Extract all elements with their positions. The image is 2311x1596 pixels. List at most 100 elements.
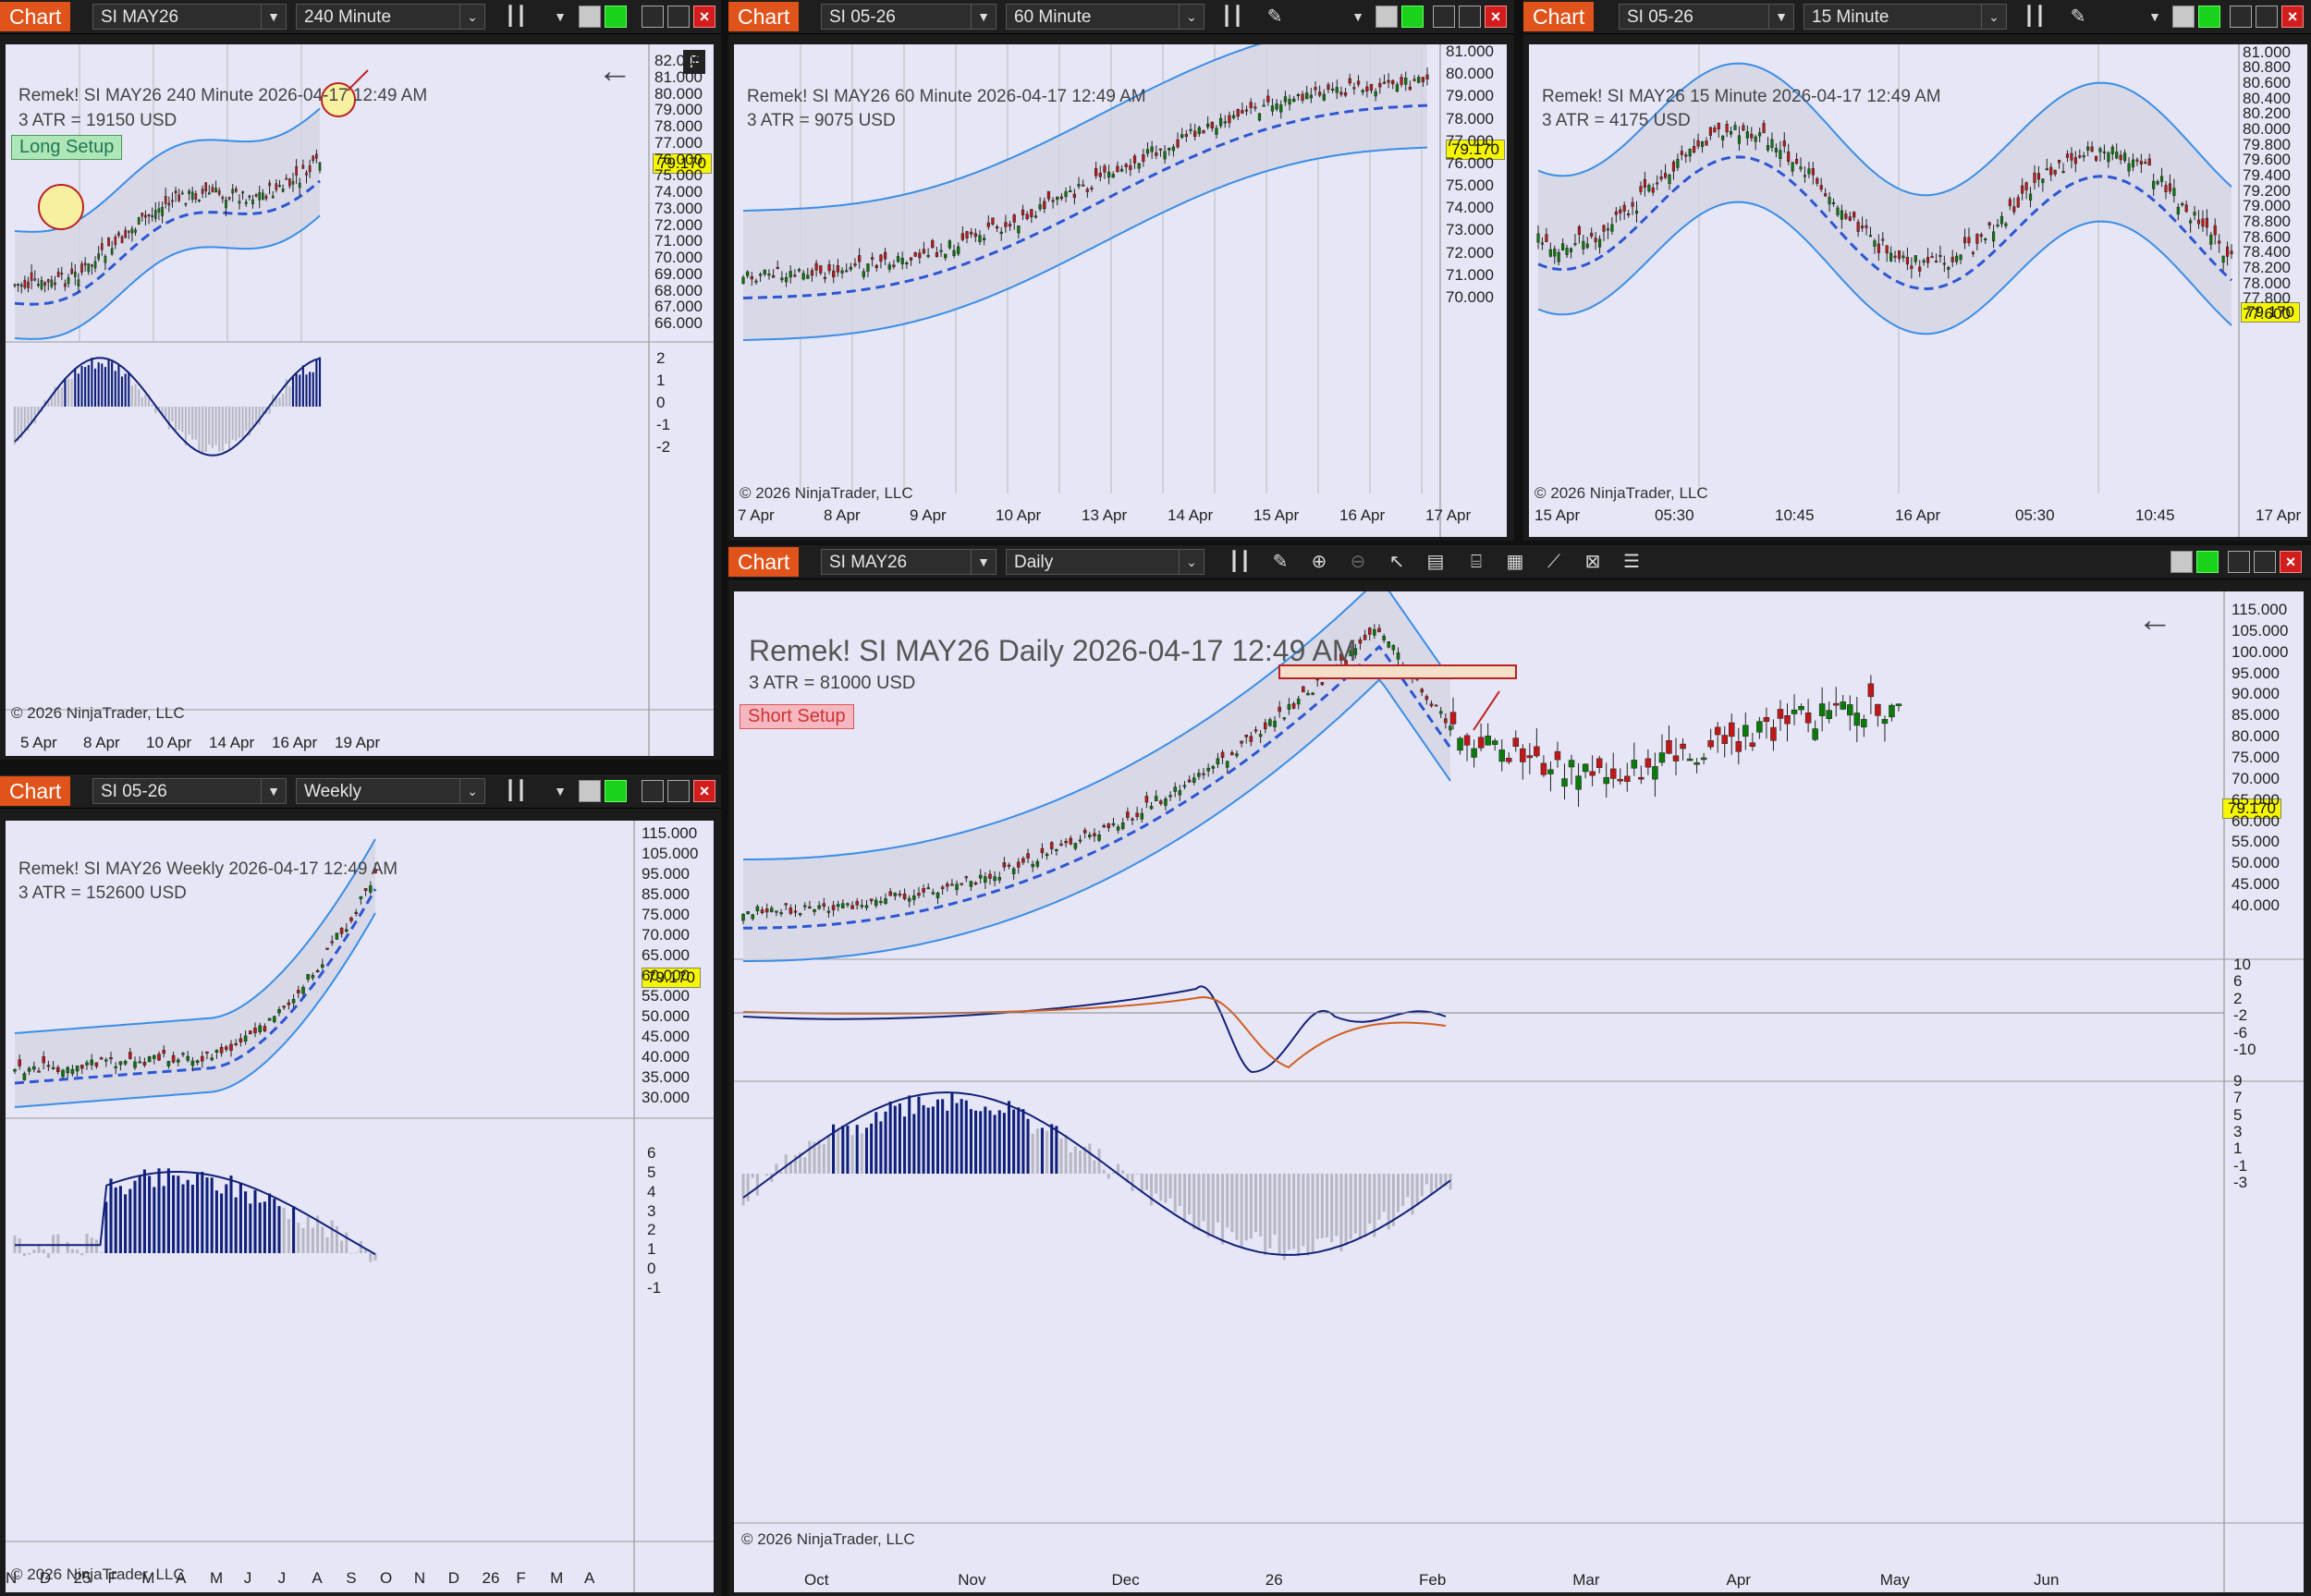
candle-body <box>826 910 831 913</box>
window-link-button[interactable] <box>2170 551 2193 573</box>
candle-body <box>1557 251 1560 262</box>
close-button[interactable]: × <box>2281 6 2304 28</box>
candle-body <box>153 1054 156 1059</box>
pointer-icon[interactable]: ↖ <box>1388 552 1405 572</box>
chart-panel[interactable]: Remek! SI MAY26 15 Minute 2026-04-17 12:… <box>1529 44 2307 537</box>
candle-body <box>1363 634 1367 640</box>
chart-panel[interactable]: Remek! SI MAY26 60 Minute 2026-04-17 12:… <box>734 44 1507 537</box>
close-button[interactable]: × <box>1485 6 1507 28</box>
instrument-selector[interactable]: SI 05-26 ▼ <box>1619 4 1794 30</box>
maximize-button[interactable] <box>667 6 690 28</box>
chart-tab[interactable]: Chart <box>728 547 800 577</box>
drawing-tool-icon[interactable]: ✎ <box>2070 6 2086 27</box>
instrument-selector[interactable]: SI MAY26 ▼ <box>821 549 997 575</box>
instrument-selector[interactable]: SI 05-26 ▼ <box>821 4 997 30</box>
chevron-down-icon[interactable]: ⌄ <box>1981 5 2006 29</box>
close-button[interactable]: × <box>2280 551 2302 573</box>
chart-tab[interactable]: Chart <box>728 2 800 31</box>
back-arrow-icon[interactable]: ← <box>2137 601 2172 640</box>
chevron-down-icon[interactable]: ▼ <box>1768 5 1793 29</box>
window-color-button[interactable] <box>2196 551 2219 573</box>
candle-body <box>1258 734 1263 737</box>
maximize-button[interactable] <box>667 780 690 802</box>
bar-style-icon[interactable]: ┃┃ <box>1220 6 1244 27</box>
chevron-down-icon[interactable]: ⌄ <box>1179 5 1204 29</box>
restore-button[interactable] <box>2254 551 2276 573</box>
chart-panel[interactable]: Remek! SI MAY26 Weekly 2026-04-17 12:49 … <box>6 821 714 1592</box>
histogram-bar <box>1173 1174 1177 1212</box>
list-icon[interactable]: ☰ <box>1623 552 1640 572</box>
dropdown-arrow-icon[interactable]: ▼ <box>1351 9 1364 24</box>
histogram-bar <box>93 368 97 407</box>
bar-style-icon[interactable]: ┃┃ <box>1228 552 1252 572</box>
dropdown-arrow-icon[interactable]: ▼ <box>554 9 567 24</box>
chevron-down-icon[interactable]: ▼ <box>261 779 286 803</box>
chevron-down-icon[interactable]: ⌄ <box>459 5 484 29</box>
chevron-down-icon[interactable]: ▼ <box>971 550 996 574</box>
chart-panel[interactable]: Remek! SI MAY26 Daily 2026-04-17 12:49 A… <box>734 591 2304 1592</box>
minimize-button[interactable] <box>642 6 664 28</box>
bar-style-icon[interactable]: ┃┃ <box>2023 6 2047 27</box>
period-selector[interactable]: 15 Minute ⌄ <box>1804 4 2007 30</box>
window-link-button[interactable] <box>579 6 601 28</box>
dropdown-arrow-icon[interactable]: ▼ <box>554 784 567 798</box>
dropdown-arrow-icon[interactable]: ▼ <box>2148 9 2161 24</box>
window-color-button[interactable] <box>605 780 627 802</box>
indicators-icon[interactable]: ▦ <box>1506 552 1524 572</box>
bar-style-icon[interactable]: ┃┃ <box>504 6 528 27</box>
histogram-bar <box>912 1114 916 1174</box>
window-link-button[interactable] <box>1376 6 1398 28</box>
period-selector[interactable]: Weekly ⌄ <box>296 778 485 804</box>
window-color-button[interactable] <box>2198 6 2220 28</box>
drawing-tool-icon[interactable]: ✎ <box>1272 552 1289 572</box>
candle-body <box>1311 692 1314 696</box>
chart-tab[interactable]: Chart <box>0 2 71 31</box>
chevron-down-icon[interactable]: ▼ <box>261 5 286 29</box>
candle-body <box>144 214 147 218</box>
close-button[interactable]: × <box>693 780 715 802</box>
chart-tab[interactable]: Chart <box>1523 2 1595 31</box>
keltner-band-fill <box>15 839 375 1107</box>
chart-panel[interactable]: Remek! SI MAY26 240 Minute 2026-04-17 12… <box>6 44 714 756</box>
chevron-down-icon[interactable]: ⌄ <box>1179 550 1204 574</box>
period-selector[interactable]: 240 Minute ⌄ <box>296 4 485 30</box>
axis-tick-label: 80.600 <box>2243 74 2291 91</box>
candle-body <box>2082 155 2085 158</box>
close-button[interactable]: × <box>693 6 715 28</box>
properties-icon[interactable]: ⊠ <box>1584 552 1601 572</box>
axis-tick-label: 85.000 <box>2232 706 2280 725</box>
restore-button[interactable] <box>2256 6 2278 28</box>
minimize-button[interactable] <box>2230 6 2252 28</box>
templates-icon[interactable]: ⌸ <box>1471 552 1482 572</box>
candle-body <box>862 271 865 277</box>
candle-body <box>248 195 251 198</box>
minimize-button[interactable] <box>642 780 664 802</box>
bar-style-icon[interactable]: ┃┃ <box>504 781 528 801</box>
back-arrow-icon[interactable]: ← <box>597 52 632 91</box>
strategies-icon[interactable]: ⟋ <box>1547 552 1560 572</box>
restore-button[interactable] <box>1459 6 1481 28</box>
chevron-down-icon[interactable]: ⌄ <box>459 779 484 803</box>
histogram-bar <box>1235 1174 1239 1240</box>
period-selector[interactable]: 60 Minute ⌄ <box>1006 4 1204 30</box>
f-badge[interactable]: F <box>683 50 705 74</box>
zoom-in-icon[interactable]: ⊕ <box>1311 552 1327 572</box>
candle-body <box>1126 811 1130 818</box>
window-link-button[interactable] <box>2172 6 2195 28</box>
chevron-down-icon[interactable]: ▼ <box>971 5 996 29</box>
period-selector[interactable]: Daily ⌄ <box>1006 549 1204 575</box>
histogram-signal-line <box>15 1171 376 1256</box>
data-box-icon[interactable]: ▤ <box>1426 552 1445 572</box>
candle-body <box>2078 155 2082 158</box>
instrument-selector[interactable]: SI MAY26 ▼ <box>92 4 287 30</box>
instrument-selector[interactable]: SI 05-26 ▼ <box>92 778 287 804</box>
window-link-button[interactable] <box>579 780 601 802</box>
chart-tab[interactable]: Chart <box>0 776 71 806</box>
drawing-tool-icon[interactable]: ✎ <box>1266 6 1283 27</box>
minimize-button[interactable] <box>2228 551 2250 573</box>
candle-body <box>268 182 271 187</box>
zoom-out-icon[interactable]: ⊖ <box>1350 552 1366 572</box>
window-color-button[interactable] <box>605 6 627 28</box>
window-color-button[interactable] <box>1401 6 1424 28</box>
minimize-button[interactable] <box>1433 6 1455 28</box>
